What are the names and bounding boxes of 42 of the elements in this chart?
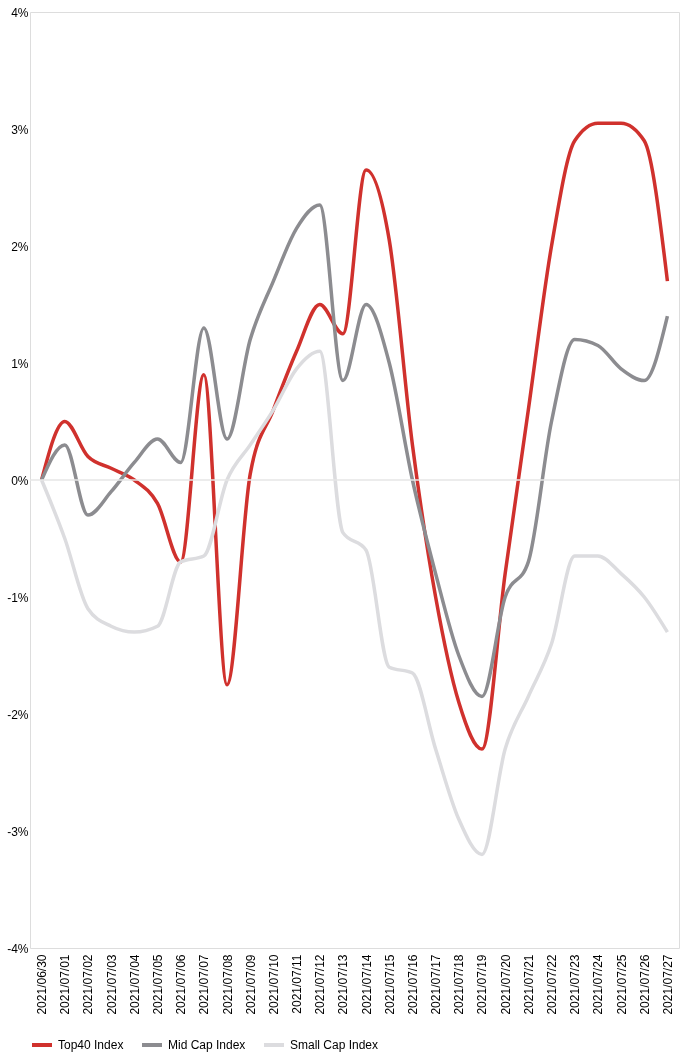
x-tick-label: 2021/06/30: [35, 954, 50, 1015]
legend-label: Small Cap Index: [290, 1038, 379, 1052]
line-series: [39, 121, 670, 751]
x-tick-label: 2021/07/01: [58, 954, 73, 1015]
y-tick-label: -1%: [7, 590, 29, 605]
x-tick-label: 2021/07/11: [290, 954, 305, 1014]
x-tick-label: 2021/07/16: [405, 954, 420, 1015]
x-tick-label: 2021/07/21: [521, 954, 536, 1015]
x-tick-label: 2021/07/24: [591, 954, 606, 1015]
y-tick-label: -3%: [7, 824, 29, 839]
x-tick-label: 2021/07/12: [313, 954, 328, 1015]
x-tick-label: 2021/07/10: [266, 954, 281, 1015]
x-tick-label: 2021/07/14: [359, 954, 374, 1015]
x-tick-label: 2021/07/27: [660, 954, 675, 1015]
x-tick-label: 2021/07/26: [637, 954, 652, 1015]
x-tick-label: 2021/07/25: [614, 954, 629, 1015]
y-tick-label: 0%: [11, 473, 29, 488]
x-tick-label: 2021/07/17: [429, 954, 444, 1015]
x-tick-label: 2021/07/09: [243, 954, 258, 1015]
x-tick-label: 2021/07/13: [336, 954, 351, 1015]
x-tick-label: 2021/07/07: [197, 954, 212, 1015]
y-tick-label: 3%: [11, 122, 29, 137]
y-tick-label: -2%: [7, 707, 29, 722]
y-tick-label: -4%: [7, 941, 29, 956]
y-tick-label: 1%: [11, 356, 29, 371]
x-tick-label: 2021/07/20: [498, 954, 513, 1015]
x-tick-label: 2021/07/06: [174, 954, 189, 1015]
y-tick-label: 4%: [11, 5, 29, 20]
line-series: [39, 203, 670, 699]
x-tick-label: 2021/07/18: [452, 954, 467, 1015]
legend-label: Mid Cap Index: [168, 1038, 246, 1052]
x-tick-label: 2021/07/15: [382, 954, 397, 1015]
x-tick-label: 2021/07/04: [127, 954, 142, 1015]
y-tick-label: 2%: [11, 239, 29, 254]
x-tick-label: 2021/07/22: [545, 954, 560, 1015]
x-tick-label: 2021/07/23: [568, 954, 583, 1015]
x-tick-label: 2021/07/05: [150, 954, 165, 1015]
legend-label: Top40 Index: [58, 1038, 124, 1052]
x-tick-label: 2021/07/02: [81, 954, 96, 1015]
x-tick-label: 2021/07/19: [475, 954, 490, 1015]
x-tick-label: 2021/07/03: [104, 954, 119, 1015]
x-tick-label: 2021/07/08: [220, 954, 235, 1015]
